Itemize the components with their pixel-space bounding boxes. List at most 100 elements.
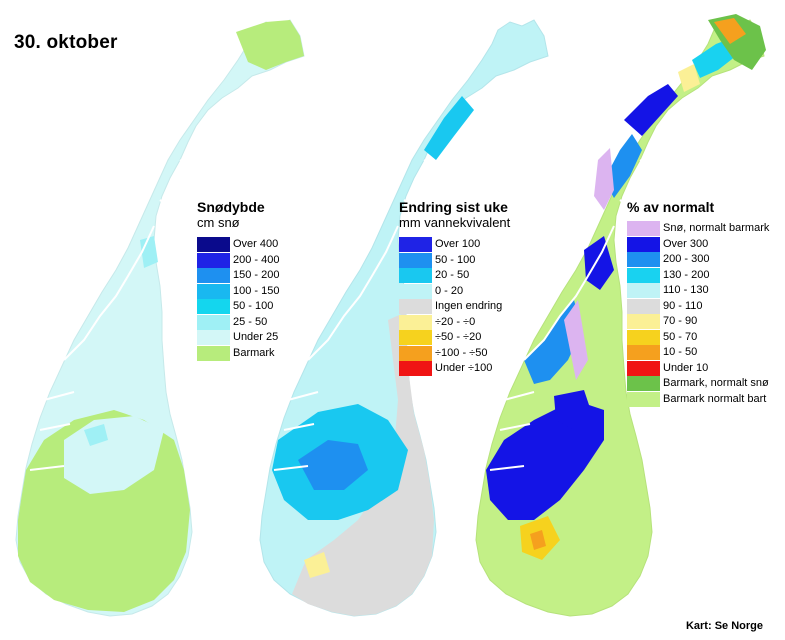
legend-label: 200 - 300 bbox=[663, 253, 710, 266]
legend-item: 200 - 400 bbox=[197, 252, 280, 269]
legend-label: 50 - 100 bbox=[233, 300, 274, 313]
legend-swatch bbox=[399, 314, 432, 330]
legend-label: 50 - 100 bbox=[435, 253, 476, 266]
legend-swatch bbox=[627, 221, 660, 237]
legend-item: Barmark bbox=[197, 345, 279, 362]
legend-item: Over 300 bbox=[627, 236, 769, 253]
legend-swatch bbox=[197, 330, 230, 346]
legend-item: 50 - 100 bbox=[197, 299, 279, 315]
legend-label: Ingen endring bbox=[435, 300, 503, 313]
legend-swatch bbox=[399, 361, 432, 377]
legend-swatch bbox=[627, 283, 660, 299]
legend-label: 10 - 50 bbox=[663, 346, 698, 359]
legend-item: 50 - 70 bbox=[627, 329, 769, 346]
legend-label: Barmark, normalt snø bbox=[663, 377, 769, 390]
legend-swatch bbox=[197, 252, 230, 268]
legend-item: ÷50 - ÷20 bbox=[399, 330, 510, 346]
legend-swatch bbox=[627, 329, 660, 345]
legend-swatch bbox=[627, 376, 660, 392]
legend-item: Barmark normalt bart bbox=[627, 391, 769, 408]
legend-item: Barmark, normalt snø bbox=[627, 376, 769, 392]
map-endring bbox=[259, 19, 549, 617]
legend-label: Under 25 bbox=[233, 331, 279, 344]
legend-swatch bbox=[399, 299, 432, 315]
legend-label: Over 300 bbox=[663, 237, 709, 250]
legend-swatch bbox=[399, 283, 432, 299]
legend-label: 25 - 50 bbox=[233, 315, 268, 328]
legend-label: Over 400 bbox=[233, 238, 279, 251]
legend-item: Under ÷100 bbox=[399, 361, 510, 377]
legend-item: 150 - 200 bbox=[197, 268, 279, 284]
legend-title: Endring sist uke bbox=[399, 199, 508, 215]
legend-item: 25 - 50 bbox=[197, 314, 279, 331]
legend-swatch bbox=[399, 252, 432, 268]
legend-label: ÷50 - ÷20 bbox=[435, 331, 482, 344]
legend-swatch bbox=[627, 267, 660, 283]
legend-label: Under 10 bbox=[663, 361, 709, 374]
map-credit: Kart: Se Norge bbox=[685, 620, 763, 632]
legend-label: Over 100 bbox=[435, 238, 481, 251]
legend-swatch bbox=[627, 298, 660, 314]
legend-label: ÷100 - ÷50 bbox=[435, 346, 488, 359]
legend-swatch bbox=[399, 330, 432, 346]
legend-item: 70 - 90 bbox=[627, 314, 769, 330]
legend-label: 130 - 200 bbox=[663, 268, 710, 281]
legend-item: 130 - 200 bbox=[627, 267, 769, 284]
legend-label: 0 - 20 bbox=[435, 284, 464, 297]
legend-swatch bbox=[627, 252, 660, 268]
legend-item: 100 - 150 bbox=[197, 283, 280, 300]
legend-item: 0 - 20 bbox=[399, 283, 510, 300]
legend-rows: Over 400 200 - 400 150 - 200 100 - 150 50 - … bbox=[197, 237, 279, 361]
legend-prosent: % av normalt Snø, normalt barmark Over 30… bbox=[627, 199, 769, 407]
legend-rows: Snø, normalt barmark Over 300 200 - 300 130… bbox=[627, 221, 769, 407]
legend-label: Barmark normalt bart bbox=[663, 392, 767, 405]
legend-swatch bbox=[197, 237, 230, 253]
legend-subtitle: mm vannekvivalent bbox=[399, 215, 511, 230]
legend-item: Under 10 bbox=[627, 360, 769, 377]
legend-snodybde: Snødybde cm snø Over 400 200 - 400 150 - 2… bbox=[197, 199, 279, 361]
legend-item: 20 - 50 bbox=[399, 268, 510, 284]
legend-swatch bbox=[197, 345, 230, 361]
legend-swatch bbox=[197, 299, 230, 315]
legend-item: ÷100 - ÷50 bbox=[399, 345, 510, 362]
legend-item: 90 - 110 bbox=[627, 298, 769, 315]
legend-title: % av normalt bbox=[627, 199, 715, 215]
legend-swatch bbox=[627, 360, 660, 376]
legend-label: 200 - 400 bbox=[233, 253, 280, 266]
legend-item: 110 - 130 bbox=[627, 283, 769, 299]
legend-item: Ingen endring bbox=[399, 299, 510, 315]
map-snodybde bbox=[15, 19, 305, 617]
legend-item: Under 25 bbox=[197, 330, 279, 346]
legend-swatch bbox=[627, 236, 660, 252]
legend-rows: Over 100 50 - 100 20 - 50 0 - 20 Ingen endri… bbox=[399, 237, 510, 377]
legend-swatch bbox=[627, 345, 660, 361]
legend-swatch bbox=[399, 237, 432, 253]
legend-swatch bbox=[627, 314, 660, 330]
legend-label: Snø, normalt barmark bbox=[663, 222, 770, 235]
page-title: 30. oktober bbox=[14, 32, 118, 53]
legend-label: 100 - 150 bbox=[233, 284, 280, 297]
legend-swatch bbox=[399, 268, 432, 284]
legend-item: 10 - 50 bbox=[627, 345, 769, 361]
legend-swatch bbox=[399, 345, 432, 361]
legend-label: 70 - 90 bbox=[663, 315, 698, 328]
legend-label: 20 - 50 bbox=[435, 269, 470, 282]
legend-label: 150 - 200 bbox=[233, 269, 280, 282]
map-prosent bbox=[475, 14, 766, 617]
legend-label: ÷20 - ÷0 bbox=[435, 315, 476, 328]
legend-title: Snødybde bbox=[197, 199, 265, 215]
legend-item: ÷20 - ÷0 bbox=[399, 314, 510, 331]
legend-item: Over 100 bbox=[399, 237, 510, 253]
legend-swatch bbox=[197, 283, 230, 299]
legend-item: Over 400 bbox=[197, 237, 279, 253]
legend-label: 50 - 70 bbox=[663, 330, 698, 343]
legend-swatch bbox=[627, 391, 660, 407]
legend-label: Barmark bbox=[233, 346, 275, 359]
legend-item: 50 - 100 bbox=[399, 252, 510, 269]
legend-swatch bbox=[197, 268, 230, 284]
legend-subtitle: cm snø bbox=[197, 215, 240, 230]
legend-label: 110 - 130 bbox=[663, 284, 709, 297]
legend-item: 200 - 300 bbox=[627, 252, 769, 268]
legend-item: Snø, normalt barmark bbox=[627, 221, 769, 237]
